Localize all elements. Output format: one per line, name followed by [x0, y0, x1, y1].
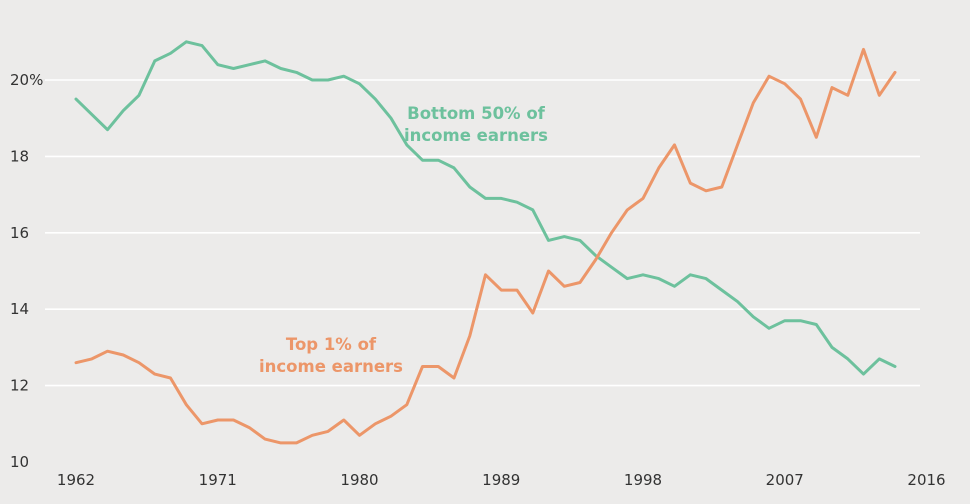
y-axis-ticks: 10 12 14 16 18 20% [10, 71, 43, 471]
series-lines [74, 40, 897, 445]
series-labels: Bottom 50% of income earners Top 1% of inco… [259, 104, 548, 376]
x-tick-label: 1980 [340, 471, 378, 489]
x-axis-ticks: 1962 1971 1980 1989 1998 2007 2016 [57, 471, 946, 489]
x-tick-label: 1962 [57, 471, 95, 489]
y-tick-label: 10 [10, 453, 29, 471]
bottom-50-series-label: Bottom 50% of income earners [404, 104, 548, 145]
y-tick-label: 12 [10, 377, 29, 395]
x-tick-label: 2016 [907, 471, 945, 489]
y-tick-label: 20% [10, 71, 43, 89]
top-1-series-label: Top 1% of income earners [259, 335, 403, 376]
bottom-50-series-line [74, 40, 897, 376]
y-tick-label: 16 [10, 224, 29, 242]
x-tick-label: 1998 [624, 471, 662, 489]
grid-lines [45, 79, 920, 387]
x-tick-label: 1989 [482, 471, 520, 489]
x-tick-label: 1971 [199, 471, 237, 489]
y-tick-label: 18 [10, 147, 29, 165]
x-tick-label: 2007 [766, 471, 804, 489]
y-tick-label: 14 [10, 300, 29, 318]
top-1-series-line [74, 47, 897, 445]
